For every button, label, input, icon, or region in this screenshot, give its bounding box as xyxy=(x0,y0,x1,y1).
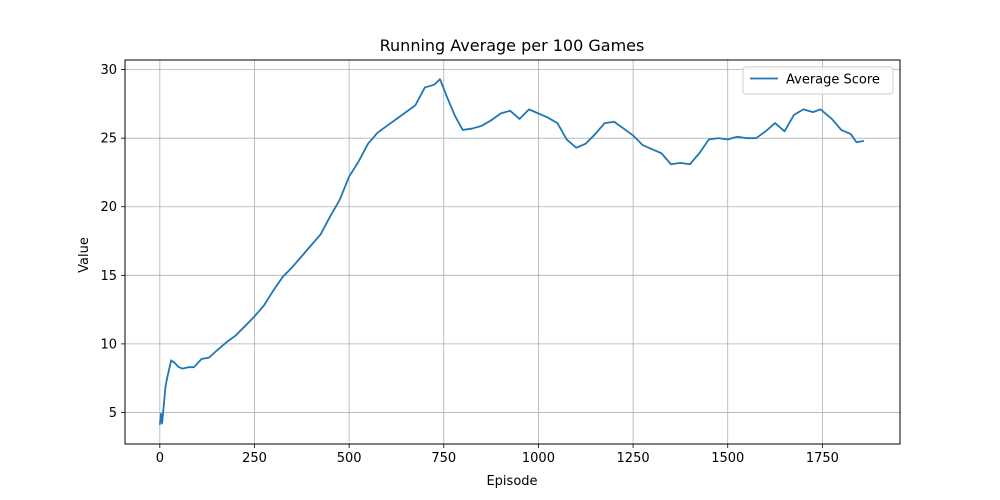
plot-frame xyxy=(124,59,901,445)
x-tick-label: 250 xyxy=(242,451,267,466)
x-tick-label: 1500 xyxy=(711,451,744,466)
y-tick-label: 25 xyxy=(100,132,117,147)
legend-box xyxy=(742,66,894,95)
legend: Average Score xyxy=(742,66,894,95)
chart-title: Running Average per 100 Games xyxy=(380,36,645,55)
y-tick-label: 10 xyxy=(100,337,117,352)
x-tick-label: 0 xyxy=(156,451,164,466)
x-tick-label: 1250 xyxy=(617,451,650,466)
grid xyxy=(125,60,900,444)
x-tick-label: 500 xyxy=(337,451,362,466)
x-axis-label: Episode xyxy=(486,474,537,489)
ticks: 0 250 500 750 1000 1250 1500 1750 5 10 15 20 25 30 xyxy=(100,63,838,466)
legend-label: Average Score xyxy=(786,73,880,88)
y-tick-label: 5 xyxy=(109,406,117,421)
series-layer xyxy=(158,78,865,425)
x-tick-label: 1000 xyxy=(522,451,555,466)
y-tick-label: 30 xyxy=(100,63,117,78)
y-tick-label: 15 xyxy=(100,269,117,284)
y-axis-label: Value xyxy=(77,237,92,273)
x-tick-label: 1750 xyxy=(806,451,839,466)
y-tick-label: 20 xyxy=(100,200,117,215)
series-line-average-score xyxy=(158,78,865,425)
x-tick-label: 750 xyxy=(431,451,456,466)
